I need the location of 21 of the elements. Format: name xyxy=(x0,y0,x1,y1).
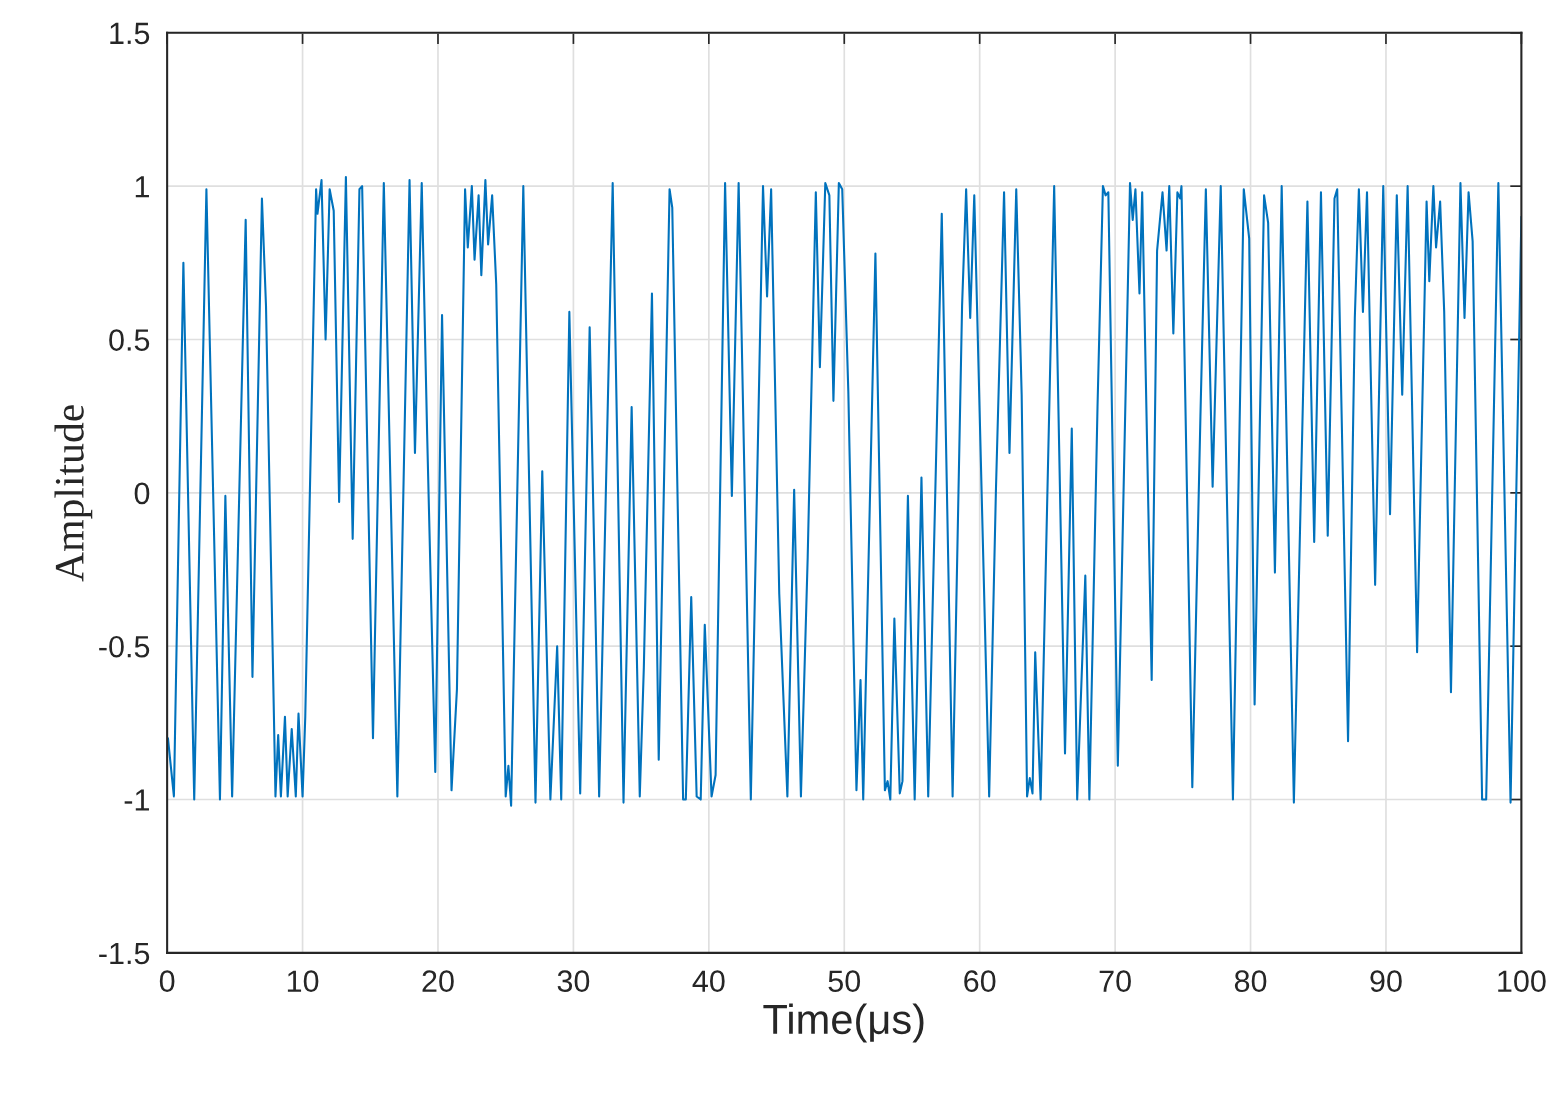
x-tick-label: 10 xyxy=(287,970,319,992)
x-tick-label: 70 xyxy=(1099,970,1131,992)
y-tick-label: -1.5 xyxy=(99,942,150,965)
x-tick-label: 60 xyxy=(964,970,996,992)
x-tick-label: 90 xyxy=(1370,970,1402,992)
line-series xyxy=(167,175,1522,807)
x-tick-label: 30 xyxy=(557,970,590,992)
y-tick-label: 0.5 xyxy=(109,329,150,351)
x-tick-label: 0 xyxy=(159,970,175,992)
y-axis-title: Amplitude xyxy=(54,405,93,582)
x-tick-label: 80 xyxy=(1234,970,1267,992)
x-tick-label: 50 xyxy=(828,970,861,992)
x-tick-label: 40 xyxy=(692,970,725,992)
y-tick-label: 0 xyxy=(134,482,150,505)
y-tick-label: -1 xyxy=(124,789,149,811)
y-tick-label: 1 xyxy=(135,176,149,198)
y-tick-label: 1.5 xyxy=(110,22,150,45)
x-tick-label: 100 xyxy=(1498,970,1546,992)
y-tick-label: -0.5 xyxy=(99,635,150,658)
x-axis-title: Time(μs) xyxy=(763,1003,924,1043)
x-tick-label: 20 xyxy=(422,970,454,992)
